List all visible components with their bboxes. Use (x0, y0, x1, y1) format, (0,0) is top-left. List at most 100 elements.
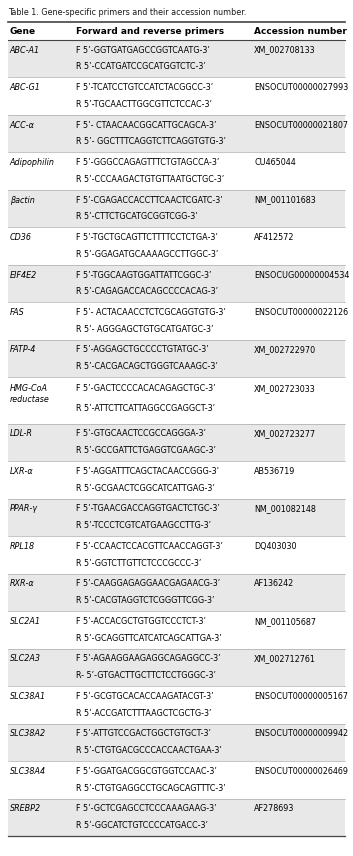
Text: R 5’-ACCGATCTTTAAGCTCGCTG-3’: R 5’-ACCGATCTTTAAGCTCGCTG-3’ (76, 709, 211, 717)
Text: R 5’-GGAGATGCAAAAGCCTTGGC-3’: R 5’-GGAGATGCAAAAGCCTTGGC-3’ (76, 250, 218, 259)
Text: ABC-A1: ABC-A1 (10, 45, 40, 55)
Text: R 5’- GGCTTTCAGGTCTTCAGGTGTG-3’: R 5’- GGCTTTCAGGTCTTCAGGTGTG-3’ (76, 138, 226, 146)
Text: SLC38A1: SLC38A1 (10, 692, 46, 701)
Text: SLC38A4: SLC38A4 (10, 767, 46, 776)
Text: R 5’-CTTCTGCATGCGGTCGG-3’: R 5’-CTTCTGCATGCGGTCGG-3’ (76, 212, 198, 222)
Text: FAS: FAS (10, 308, 25, 317)
Text: Forward and reverse primers: Forward and reverse primers (76, 27, 224, 35)
Bar (8, 340, 345, 377)
Text: F 5’-GCTCGAGCCTCCCAAAGAAG-3’: F 5’-GCTCGAGCCTCCCAAAGAAG-3’ (76, 804, 216, 813)
Text: F 5’-AGGAGCTGCCCCTGTATGC-3’: F 5’-AGGAGCTGCCCCTGTATGC-3’ (76, 346, 209, 354)
Text: F 5’-TGAACGACCAGGTGACTCTGC-3’: F 5’-TGAACGACCAGGTGACTCTGC-3’ (76, 504, 220, 514)
Text: R 5’-CCATGATCCGCATGGTCTC-3’: R 5’-CCATGATCCGCATGGTCTC-3’ (76, 62, 206, 72)
Text: Table 1. Gene-specific primers and their accession number.: Table 1. Gene-specific primers and their… (8, 8, 246, 17)
Text: CD36: CD36 (10, 233, 32, 242)
Text: F 5’-GACTCCCCACACAGAGCTGC-3’: F 5’-GACTCCCCACACAGAGCTGC-3’ (76, 384, 216, 394)
Bar (8, 424, 345, 461)
Text: LXR-α: LXR-α (10, 467, 34, 476)
Text: R 5’-GGCATCTGTCCCCATGACC-3’: R 5’-GGCATCTGTCCCCATGACC-3’ (76, 821, 208, 830)
Text: ENSOCUT00000009942: ENSOCUT00000009942 (254, 729, 348, 738)
Bar (8, 40, 345, 78)
Text: R- 5’-GTGACTTGCTTCTCCTGGGC-3’: R- 5’-GTGACTTGCTTCTCCTGGGC-3’ (76, 671, 216, 680)
Text: F 5’-TGGCAAGTGGATTATTCGGC-3’: F 5’-TGGCAAGTGGATTATTCGGC-3’ (76, 270, 211, 280)
Text: F 5’-TCATCCTGTCCATCTACGGCC-3’: F 5’-TCATCCTGTCCATCTACGGCC-3’ (76, 83, 213, 92)
Text: F 5’-CCAACTCCACGTTCAACCAGGT-3’: F 5’-CCAACTCCACGTTCAACCAGGT-3’ (76, 542, 223, 550)
Text: F 5’-GGATGACGGCGTGGTCCAAC-3’: F 5’-GGATGACGGCGTGGTCCAAC-3’ (76, 767, 217, 776)
Text: R 5’- AGGGAGCTGTGCATGATGC-3’: R 5’- AGGGAGCTGTGCATGATGC-3’ (76, 325, 214, 334)
Bar (8, 190, 345, 228)
Text: Accession number: Accession number (254, 27, 347, 35)
Text: NM_001082148: NM_001082148 (254, 504, 316, 514)
Text: SLC2A1: SLC2A1 (10, 616, 41, 626)
Text: R 5’-GCGAACTCGGCATCATTGAG-3’: R 5’-GCGAACTCGGCATCATTGAG-3’ (76, 484, 215, 493)
Text: ENSOCUT00000005167: ENSOCUT00000005167 (254, 692, 348, 701)
Text: βactin: βactin (10, 195, 35, 205)
Text: DQ403030: DQ403030 (254, 542, 297, 550)
Text: Adipophilin: Adipophilin (10, 158, 55, 167)
Text: R 5’-TCCCTCGTCATGAAGCCTTG-3’: R 5’-TCCCTCGTCATGAAGCCTTG-3’ (76, 521, 211, 530)
Text: SLC38A2: SLC38A2 (10, 729, 46, 738)
Text: SREBP2: SREBP2 (10, 804, 41, 813)
Text: XM_002708133: XM_002708133 (254, 45, 316, 55)
Text: F 5’-ATTGTCCGACTGGCTGTGCT-3’: F 5’-ATTGTCCGACTGGCTGTGCT-3’ (76, 729, 211, 738)
Text: CU465044: CU465044 (254, 158, 296, 167)
Text: AB536719: AB536719 (254, 467, 295, 476)
Text: XM_002723277: XM_002723277 (254, 430, 316, 438)
Text: F 5’-GCGTGCACACCAAGATACGT-3’: F 5’-GCGTGCACACCAAGATACGT-3’ (76, 692, 214, 701)
Text: R 5’-GCAGGTTCATCATCAGCATTGA-3’: R 5’-GCAGGTTCATCATCAGCATTGA-3’ (76, 633, 222, 643)
Bar (8, 499, 345, 536)
Text: SLC2A3: SLC2A3 (10, 654, 41, 663)
Text: ENSOCUT00000026469: ENSOCUT00000026469 (254, 767, 348, 776)
Text: R 5’-ATTCTTCATTAGGCCGAGGCT-3’: R 5’-ATTCTTCATTAGGCCGAGGCT-3’ (76, 404, 215, 413)
Text: R 5’-GCCGATTCTGAGGTCGAAGC-3’: R 5’-GCCGATTCTGAGGTCGAAGC-3’ (76, 446, 216, 455)
Bar (8, 265, 345, 302)
Text: NM_001105687: NM_001105687 (254, 616, 316, 626)
Bar (8, 574, 345, 611)
Text: AF412572: AF412572 (254, 233, 295, 242)
Text: R 5’-CTGTGAGGCCTGCAGCAGTTTC-3’: R 5’-CTGTGAGGCCTGCAGCAGTTTC-3’ (76, 783, 226, 793)
Text: F 5’- CTAACAACGGCATTGCAGCA-3’: F 5’- CTAACAACGGCATTGCAGCA-3’ (76, 121, 216, 129)
Text: F 5’-CGAGACCACCTTCAACTCGATC-3’: F 5’-CGAGACCACCTTCAACTCGATC-3’ (76, 195, 223, 205)
Text: FATP-4: FATP-4 (10, 346, 36, 354)
Text: R 5’-CAGAGACCACAGCCCCACAG-3’: R 5’-CAGAGACCACAGCCCCACAG-3’ (76, 288, 218, 296)
Text: F 5’-ACCACGCTGTGGTCCCTCT-3’: F 5’-ACCACGCTGTGGTCCCTCT-3’ (76, 616, 206, 626)
Text: XM_002712761: XM_002712761 (254, 654, 316, 663)
Text: ENSOCUT00000021807: ENSOCUT00000021807 (254, 121, 348, 129)
Text: F 5’-GGTGATGAGCCGGTCAATG-3’: F 5’-GGTGATGAGCCGGTCAATG-3’ (76, 45, 210, 55)
Text: Gene: Gene (10, 27, 36, 35)
Bar (8, 649, 345, 686)
Text: ENSOCUG00000004534: ENSOCUG00000004534 (254, 270, 349, 280)
Text: R 5’-TGCAACTTGGCGTTCTCCAC-3’: R 5’-TGCAACTTGGCGTTCTCCAC-3’ (76, 100, 212, 109)
Text: F 5’-AGAAGGAAGAGGCAGAGGCC-3’: F 5’-AGAAGGAAGAGGCAGAGGCC-3’ (76, 654, 221, 663)
Text: F 5’- ACTACAACCTCTCGCAGGTGTG-3’: F 5’- ACTACAACCTCTCGCAGGTGTG-3’ (76, 308, 226, 317)
Text: R 5’-CACGTAGGTCTCGGGTTCGG-3’: R 5’-CACGTAGGTCTCGGGTTCGG-3’ (76, 596, 214, 605)
Text: F 5’-GTGCAACTCCGCCAGGGA-3’: F 5’-GTGCAACTCCGCCAGGGA-3’ (76, 430, 206, 438)
Text: reductase: reductase (10, 395, 50, 404)
Text: RPL18: RPL18 (10, 542, 35, 550)
Text: AF278693: AF278693 (254, 804, 294, 813)
Text: F 5’-TGCTGCAGTTCTTTTCCTCTGA-3’: F 5’-TGCTGCAGTTCTTTTCCTCTGA-3’ (76, 233, 218, 242)
Text: XM_002723033: XM_002723033 (254, 384, 316, 394)
Text: HMG-CoA: HMG-CoA (10, 384, 48, 394)
Text: ABC-G1: ABC-G1 (10, 83, 41, 92)
Text: F 5’-CAAGGAGAGGAACGAGAACG-3’: F 5’-CAAGGAGAGGAACGAGAACG-3’ (76, 580, 220, 588)
Text: R 5’-CCCAAGACTGTGTTAATGCTGC-3’: R 5’-CCCAAGACTGTGTTAATGCTGC-3’ (76, 175, 224, 184)
Text: ENSOCUT00000027993: ENSOCUT00000027993 (254, 83, 348, 92)
Bar (8, 115, 345, 152)
Text: NM_001101683: NM_001101683 (254, 195, 316, 205)
Bar (8, 799, 345, 836)
Text: F 5’-AGGATTTCAGCTACAACCGGG-3’: F 5’-AGGATTTCAGCTACAACCGGG-3’ (76, 467, 219, 476)
Text: XM_002722970: XM_002722970 (254, 346, 316, 354)
Text: ENSOCUT00000022126: ENSOCUT00000022126 (254, 308, 348, 317)
Text: ACC-α: ACC-α (10, 121, 35, 129)
Bar (8, 723, 345, 761)
Text: LDL-R: LDL-R (10, 430, 33, 438)
Text: PPAR-γ: PPAR-γ (10, 504, 38, 514)
Text: F 5’-GGGCCAGAGTTTCTGTAGCCA-3’: F 5’-GGGCCAGAGTTTCTGTAGCCA-3’ (76, 158, 219, 167)
Text: AF136242: AF136242 (254, 580, 294, 588)
Text: R 5’-GGTCTTGTTCTCCCGCCC-3’: R 5’-GGTCTTGTTCTCCCGCCC-3’ (76, 559, 201, 568)
Text: EIF4E2: EIF4E2 (10, 270, 37, 280)
Text: R 5’-CTGTGACGCCCACCAACTGAA-3’: R 5’-CTGTGACGCCCACCAACTGAA-3’ (76, 746, 222, 755)
Text: R 5’-CACGACAGCTGGGTCAAAGC-3’: R 5’-CACGACAGCTGGGTCAAAGC-3’ (76, 362, 218, 372)
Text: RXR-α: RXR-α (10, 580, 35, 588)
